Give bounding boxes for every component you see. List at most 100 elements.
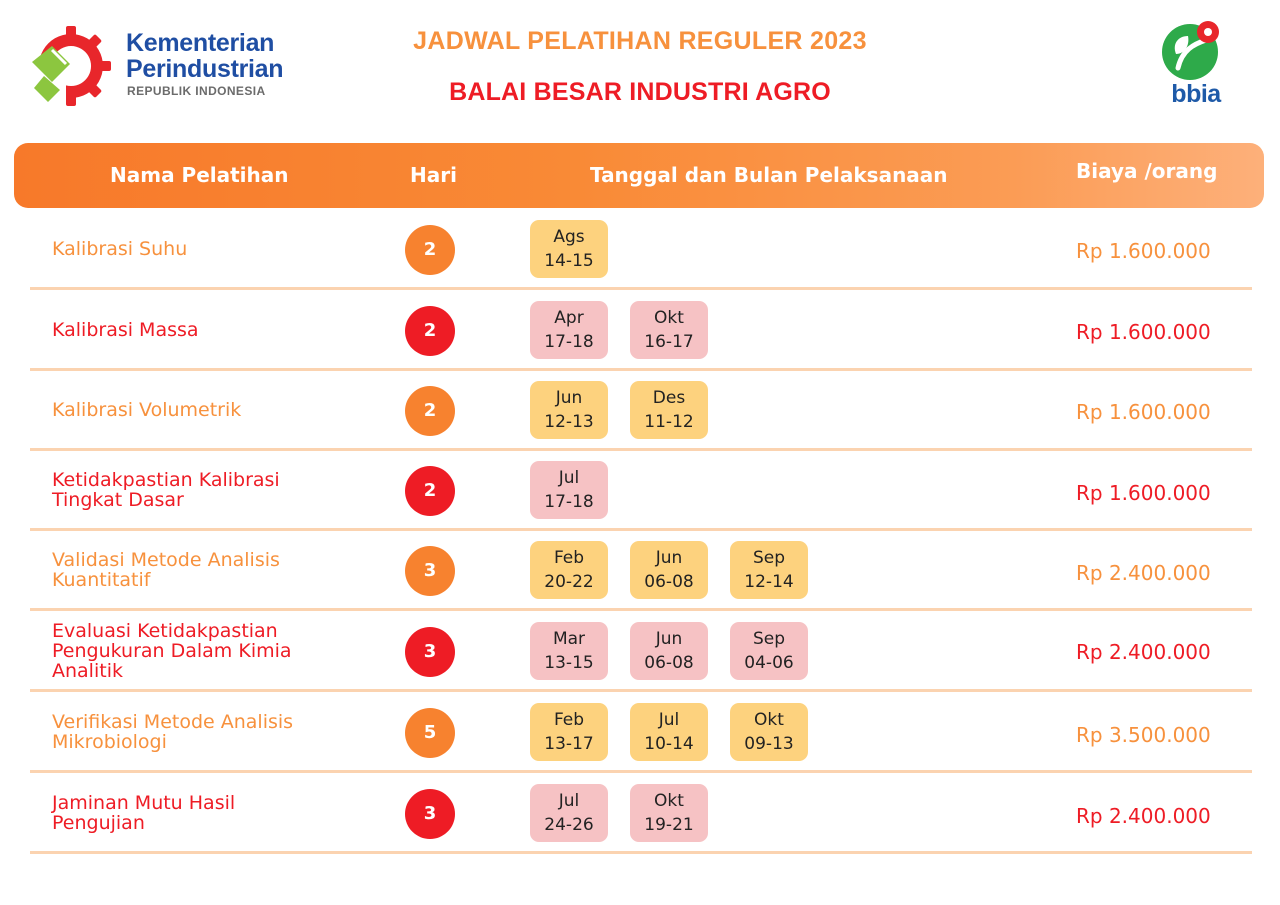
table-row: Evaluasi Ketidakpastian Pengukuran Dalam … xyxy=(30,612,1252,692)
price: Rp 1.600.000 xyxy=(1076,481,1211,505)
table-row: Kalibrasi Suhu 2 Ags 14-15 Rp 1.600.000 xyxy=(30,210,1252,290)
days-badge: 2 xyxy=(405,386,455,436)
date-chip: Jun 06-08 xyxy=(630,622,708,680)
training-name: Ketidakpastian Kalibrasi Tingkat Dasar xyxy=(52,470,372,510)
date-chip: Jun 12-13 xyxy=(530,381,608,439)
page-subtitle: BALAI BESAR INDUSTRI AGRO xyxy=(449,78,831,106)
table-row: Kalibrasi Volumetrik 2 Jun 12-13 Des 11-12 Rp … xyxy=(30,371,1252,451)
training-name-line: Kalibrasi Volumetrik xyxy=(52,399,242,421)
date-chip-month: Jun xyxy=(655,629,683,649)
date-chip-range: 09-13 xyxy=(744,734,794,754)
date-chip-month: Jun xyxy=(655,548,683,568)
training-name-line: Mikrobiologi xyxy=(52,731,167,753)
row-divider xyxy=(30,608,1252,611)
bbia-emblem-icon xyxy=(1162,21,1219,80)
training-name-line: Analitik xyxy=(52,660,123,682)
price: Rp 2.400.000 xyxy=(1076,561,1211,585)
training-name-line: Jaminan Mutu Hasil xyxy=(52,792,236,814)
ministry-name-line3: REPUBLIK INDONESIA xyxy=(127,84,266,98)
training-name: Verifikasi Metode Analisis Mikrobiologi xyxy=(52,712,372,752)
row-divider xyxy=(30,448,1252,451)
date-chip-range: 06-08 xyxy=(644,572,694,592)
column-header-days: Hari xyxy=(410,163,457,187)
date-chip: Sep 12-14 xyxy=(730,541,808,599)
date-chip-month: Mar xyxy=(552,629,586,649)
date-chip-month: Jul xyxy=(658,710,680,730)
table-row: Validasi Metode Analisis Kuantitatif 3 Feb 2… xyxy=(30,531,1252,611)
date-chip-month: Sep xyxy=(752,548,786,568)
date-chip-month: Feb xyxy=(553,548,585,568)
price: Rp 1.600.000 xyxy=(1076,320,1211,344)
date-chip-range: 24-26 xyxy=(544,815,594,835)
date-chip: Okt 16-17 xyxy=(630,301,708,359)
price: Rp 3.500.000 xyxy=(1076,723,1211,747)
date-chip-range: 12-14 xyxy=(744,572,794,592)
training-name: Evaluasi Ketidakpastian Pengukuran Dalam … xyxy=(52,621,372,681)
date-chip-range: 19-21 xyxy=(644,815,694,835)
training-name-line: Kuantitatif xyxy=(52,569,151,591)
table-header: Nama Pelatihan Hari Tanggal dan Bulan Pe… xyxy=(14,143,1264,208)
bbia-logo-text: bbia xyxy=(1171,80,1221,108)
training-name: Kalibrasi Suhu xyxy=(52,239,372,259)
days-badge: 2 xyxy=(405,466,455,516)
training-name-line: Tingkat Dasar xyxy=(52,489,184,511)
date-chip-month: Des xyxy=(652,388,686,408)
table-row: Kalibrasi Massa 2 Apr 17-18 Okt 16-17 Rp 1.600… xyxy=(30,291,1252,371)
date-chip: Feb 20-22 xyxy=(530,541,608,599)
column-header-price: Biaya /orang xyxy=(1076,159,1218,183)
training-name-line: Pengujian xyxy=(52,812,145,834)
row-divider xyxy=(30,770,1252,773)
date-chip-month: Ags xyxy=(553,227,585,247)
date-chip-range: 16-17 xyxy=(644,332,694,352)
training-name: Validasi Metode Analisis Kuantitatif xyxy=(52,550,372,590)
date-chip: Jul 24-26 xyxy=(530,784,608,842)
price: Rp 1.600.000 xyxy=(1076,239,1211,263)
training-name: Jaminan Mutu Hasil Pengujian xyxy=(52,793,372,833)
column-header-dates: Tanggal dan Bulan Pelaksanaan xyxy=(590,163,948,187)
date-chip-range: 20-22 xyxy=(544,572,594,592)
date-chip: Ags 14-15 xyxy=(530,220,608,278)
days-badge: 5 xyxy=(405,708,455,758)
days-badge: 3 xyxy=(405,546,455,596)
row-divider xyxy=(30,287,1252,290)
date-chip-month: Okt xyxy=(654,791,684,811)
ministry-name-line2: Perindustrian xyxy=(126,55,284,83)
bbia-logo: bbia xyxy=(1158,18,1234,110)
training-name-line: Kalibrasi Suhu xyxy=(52,238,188,260)
date-chip: Apr 17-18 xyxy=(530,301,608,359)
date-chip-month: Sep xyxy=(752,629,786,649)
table-row: Ketidakpastian Kalibrasi Tingkat Dasar 2 Ju… xyxy=(30,451,1252,531)
date-chip: Des 11-12 xyxy=(630,381,708,439)
date-chip: Jul 17-18 xyxy=(530,461,608,519)
gear-leaf-icon xyxy=(26,26,111,106)
price: Rp 2.400.000 xyxy=(1076,640,1211,664)
date-chip-range: 17-18 xyxy=(544,332,594,352)
days-badge: 2 xyxy=(405,306,455,356)
column-header-name: Nama Pelatihan xyxy=(110,163,289,187)
row-divider xyxy=(30,689,1252,692)
date-chip-range: 13-17 xyxy=(544,734,594,754)
date-chip-range: 11-12 xyxy=(644,412,694,432)
date-chip-month: Jul xyxy=(558,791,580,811)
date-chip: Jul 10-14 xyxy=(630,703,708,761)
training-name: Kalibrasi Massa xyxy=(52,320,372,340)
date-chip: Okt 09-13 xyxy=(730,703,808,761)
date-chip-range: 10-14 xyxy=(644,734,694,754)
date-chip-range: 17-18 xyxy=(544,492,594,512)
training-name-line: Validasi Metode Analisis xyxy=(52,549,280,571)
training-name-line: Pengukuran Dalam Kimia xyxy=(52,640,292,662)
row-divider xyxy=(30,851,1252,854)
date-chip: Feb 13-17 xyxy=(530,703,608,761)
date-chip-range: 14-15 xyxy=(544,251,594,271)
date-chip-month: Okt xyxy=(654,308,684,328)
days-badge: 3 xyxy=(405,789,455,839)
table-row: Jaminan Mutu Hasil Pengujian 3 Jul 24-26 Okt 1… xyxy=(30,774,1252,854)
training-name: Kalibrasi Volumetrik xyxy=(52,400,372,420)
row-divider xyxy=(30,528,1252,531)
days-badge: 3 xyxy=(405,627,455,677)
date-chip-range: 13-15 xyxy=(544,653,594,673)
date-chip: Okt 19-21 xyxy=(630,784,708,842)
training-name-line: Kalibrasi Massa xyxy=(52,319,199,341)
price: Rp 2.400.000 xyxy=(1076,804,1211,828)
table-row: Verifikasi Metode Analisis Mikrobiologi 5 F… xyxy=(30,693,1252,773)
